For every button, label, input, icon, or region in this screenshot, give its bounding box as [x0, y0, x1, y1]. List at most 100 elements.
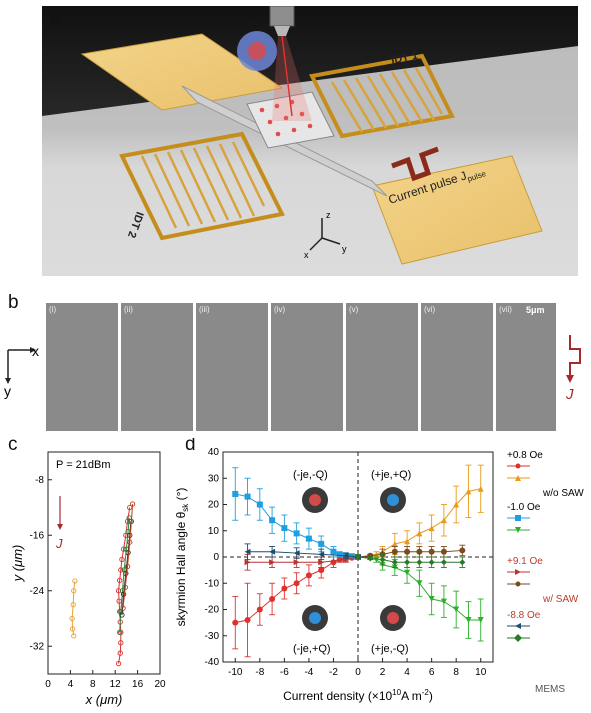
data-point	[269, 517, 276, 524]
skyrmion-icon	[380, 605, 406, 631]
data-point	[318, 567, 325, 574]
data-point	[342, 552, 349, 559]
quadrant-label-br: (+je,-Q)	[371, 643, 409, 655]
x-tick-label: 10	[475, 667, 487, 678]
series-line	[357, 556, 463, 563]
trajectory-line	[119, 517, 130, 633]
trajectory-point	[117, 629, 123, 636]
trajectory-point	[119, 612, 125, 618]
data-point	[244, 617, 251, 623]
y-tick-label: -24	[30, 586, 45, 597]
trajectory-point	[117, 577, 123, 583]
data-point	[416, 548, 423, 555]
legend-group-label: w/o SAW	[542, 488, 584, 499]
trajectory-plot: c P = 21dBm J x (μm) y (μm) 0 4 8 12 16 20 -8 -…	[8, 434, 166, 707]
panel-c-trajectories: c P = 21dBm J x (μm) y (μm) 0 4 8 12 16 20 -8 -…	[0, 434, 175, 708]
data-point	[428, 548, 435, 555]
frame-label: (iii)	[199, 305, 210, 314]
x-tick-label: -2	[329, 667, 338, 678]
data-point	[416, 580, 423, 587]
data-point	[379, 556, 386, 563]
x-axis-label: x (μm)	[85, 692, 123, 707]
data-point	[428, 596, 435, 602]
legend-marker	[515, 463, 521, 469]
data-point	[269, 548, 276, 555]
y-axis-label: skyrmion Hall angle θsk (°)	[175, 488, 190, 627]
sem-frame: (ii)	[121, 303, 193, 431]
y-tick-label: 20	[208, 500, 220, 511]
current-label: J	[565, 386, 574, 403]
data-point	[336, 551, 343, 558]
data-point	[318, 559, 325, 566]
frame-label: (vi)	[424, 305, 436, 314]
data-point	[391, 540, 398, 547]
data-point	[367, 555, 374, 562]
x-tick-label: 4	[68, 679, 74, 690]
data-point	[355, 554, 361, 560]
panel-b-images: (i) (ii) (iii) (iv) (v) (vi) (vii) 5μm	[46, 303, 576, 431]
idt1-label: IDT 1	[390, 50, 419, 67]
data-point	[281, 585, 288, 592]
xy-axes-icon: x y	[4, 343, 39, 399]
data-point	[330, 548, 337, 555]
data-point	[416, 530, 423, 537]
legend-marker	[515, 475, 521, 481]
x-tick-label: 8	[453, 667, 459, 678]
trajectory-point	[69, 626, 76, 632]
current-pulse-icon	[391, 146, 439, 182]
legend-marker	[515, 569, 521, 575]
x-axis-label: Current density (×1010A m-2)	[283, 688, 433, 703]
legend-label: +0.8 Oe	[507, 450, 543, 461]
device-schematic: a IDT 1 IDT 2 Current pulse Jpulse z x y	[42, 5, 578, 276]
sem-frame: (i)	[46, 303, 118, 431]
trajectory-point	[72, 578, 78, 584]
data-point	[269, 559, 276, 566]
y-tick-label: 10	[208, 526, 220, 537]
data-point	[391, 559, 398, 566]
x-tick-label: -4	[304, 667, 313, 678]
data-point	[293, 580, 300, 587]
data-point	[232, 491, 239, 497]
trajectory-point	[71, 633, 77, 639]
data-point	[440, 548, 447, 555]
data-point	[404, 569, 411, 576]
data-point	[256, 606, 263, 613]
idt1-electrode	[309, 53, 455, 139]
trajectory-line	[118, 507, 131, 664]
data-point	[404, 559, 411, 566]
data-point	[440, 517, 447, 524]
y-tick-label: 40	[208, 447, 220, 458]
panel-label-a: a	[50, 8, 61, 29]
data-point	[453, 501, 460, 508]
trajectory-line	[71, 580, 76, 636]
x-tick-label: -10	[228, 667, 243, 678]
trajectory-point	[128, 518, 135, 525]
pad-left	[80, 33, 284, 111]
trajectory-point	[70, 601, 76, 608]
legend-label: +9.1 Oe	[507, 556, 543, 567]
data-point	[440, 598, 447, 605]
data-point	[459, 559, 466, 566]
y-tick-label: -16	[30, 530, 45, 541]
data-point	[281, 525, 288, 532]
x-tick-label: 12	[110, 679, 122, 690]
legend-marker	[515, 527, 521, 533]
data-point	[453, 606, 460, 613]
axes-icon	[309, 218, 341, 251]
frame-label: (v)	[349, 305, 359, 314]
trajectory-line	[122, 503, 134, 609]
trajectory-point	[120, 546, 127, 552]
quadrant-label-tl: (-je,-Q)	[293, 469, 328, 481]
x-tick-label: 16	[132, 679, 144, 690]
data-point	[293, 559, 300, 566]
data-point	[244, 493, 251, 500]
axis-x-label: x	[32, 343, 39, 359]
watermark: MEMS	[535, 684, 565, 695]
power-label: P = 21dBm	[56, 459, 111, 471]
quadrant-label-tr: (+je,+Q)	[371, 469, 411, 481]
skyrmion-icon	[302, 487, 328, 513]
data-point	[459, 547, 466, 554]
data-point	[404, 538, 411, 545]
x-tick-label: 0	[355, 667, 361, 678]
data-point	[428, 525, 435, 532]
